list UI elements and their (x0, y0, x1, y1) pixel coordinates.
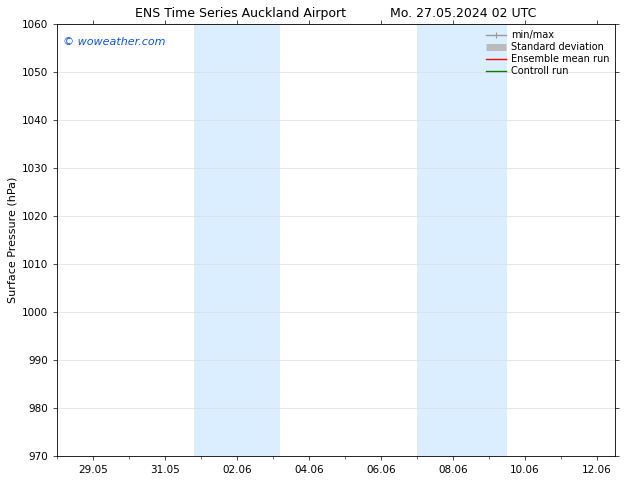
Bar (417, 24, 507, 456)
Text: Mo. 27.05.2024 02 UTC: Mo. 27.05.2024 02 UTC (390, 7, 536, 21)
Bar (194, 24, 280, 456)
Text: ENS Time Series Auckland Airport: ENS Time Series Auckland Airport (136, 7, 346, 21)
Text: © woweather.com: © woweather.com (63, 37, 165, 48)
Legend: min/max, Standard deviation, Ensemble mean run, Controll run: min/max, Standard deviation, Ensemble me… (483, 27, 612, 79)
Y-axis label: Surface Pressure (hPa): Surface Pressure (hPa) (8, 177, 18, 303)
